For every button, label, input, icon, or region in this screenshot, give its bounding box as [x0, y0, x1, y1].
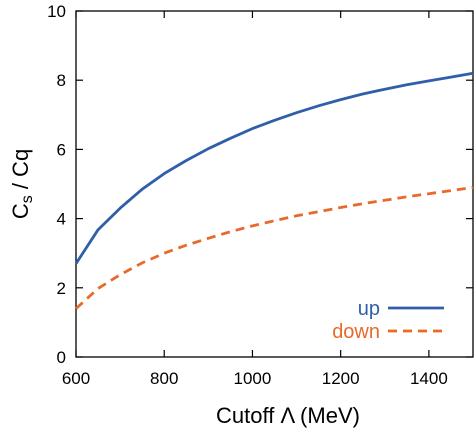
- y-axis-label-main: C: [8, 203, 33, 219]
- x-tick-label-600: 600: [62, 369, 90, 388]
- axis-ticks: [75, 10, 473, 358]
- y-tick-label-6: 6: [57, 140, 66, 159]
- legend-label-down: down: [332, 321, 380, 343]
- y-axis-label-subscript: s: [19, 195, 36, 203]
- x-tick-label-1200: 1200: [322, 369, 360, 388]
- y-tick-label-4: 4: [57, 210, 66, 229]
- y-tick-label-2: 2: [57, 279, 66, 298]
- x-axis-label: Cutoff Λ (MeV): [216, 403, 360, 428]
- y-axis-label: Cs / Cq: [8, 149, 36, 219]
- y-tick-label-0: 0: [57, 348, 66, 367]
- x-tick-label-1000: 1000: [234, 369, 272, 388]
- series-line-down: [75, 186, 474, 310]
- series-lines: [74, 71, 474, 310]
- y-tick-label-8: 8: [57, 71, 66, 90]
- series-line-up: [74, 71, 474, 265]
- plot-frame: [75, 10, 474, 358]
- legend-label-up: up: [358, 298, 380, 320]
- y-tick-label-10: 10: [47, 2, 66, 21]
- x-tick-label-1400: 1400: [410, 369, 448, 388]
- x-tick-label-800: 800: [150, 369, 178, 388]
- axis-tick-labels: 600 800 1000 1200 1400 0 2 4 6 8 10: [47, 2, 448, 388]
- y-axis-label-rest: / Cq: [8, 149, 33, 195]
